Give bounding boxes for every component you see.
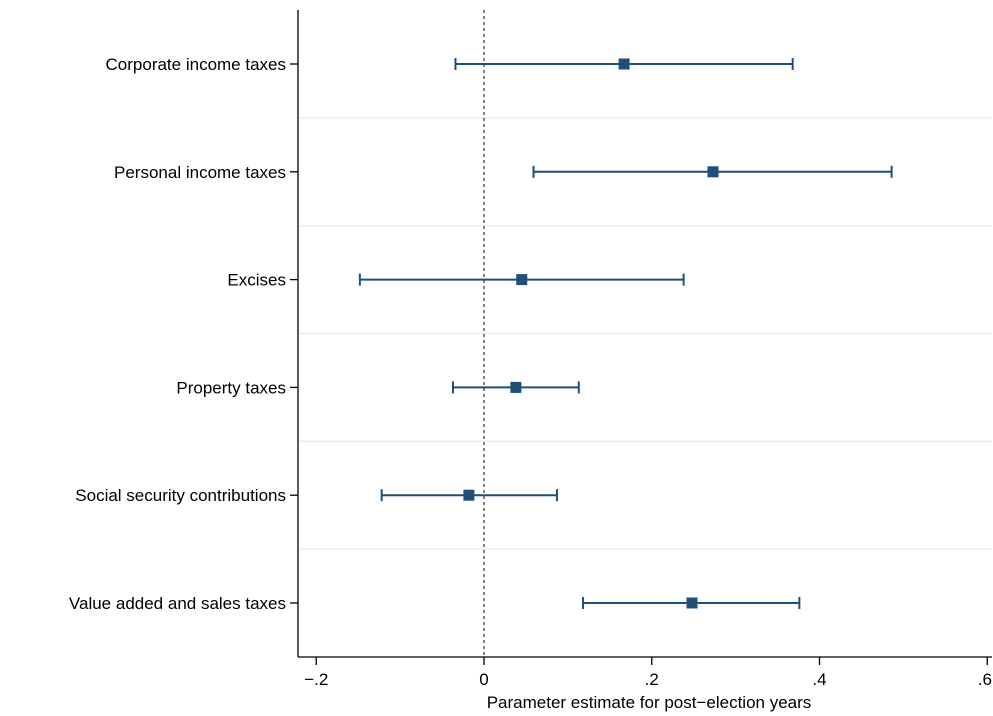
estimate-marker	[463, 489, 475, 501]
x-axis-title: Parameter estimate for post−election yea…	[487, 693, 812, 712]
y-tick-label: Excises	[227, 271, 286, 290]
x-tick-label: 0	[479, 670, 488, 689]
y-tick-label: Social security contributions	[75, 486, 286, 505]
y-tick-label: Property taxes	[176, 378, 286, 397]
estimate-marker	[707, 166, 719, 178]
y-tick-label: Personal income taxes	[114, 163, 286, 182]
estimate-marker	[618, 58, 630, 70]
x-tick-label: −.2	[304, 670, 328, 689]
y-tick-label: Corporate income taxes	[106, 55, 286, 74]
row-separators	[298, 117, 992, 550]
y-tick-label: Value added and sales taxes	[69, 594, 286, 613]
point-estimates	[463, 58, 719, 609]
estimate-marker	[516, 274, 528, 286]
x-tick-label: .2	[645, 670, 659, 689]
y-axis-ticks: Corporate income taxes Personal income ta…	[69, 55, 298, 613]
estimate-marker	[686, 597, 698, 609]
x-tick-label: .4	[812, 670, 826, 689]
x-tick-label: .6	[978, 670, 992, 689]
x-axis-ticks: −.2 0 .2 .4 .6	[304, 657, 992, 689]
estimate-marker	[510, 381, 522, 393]
